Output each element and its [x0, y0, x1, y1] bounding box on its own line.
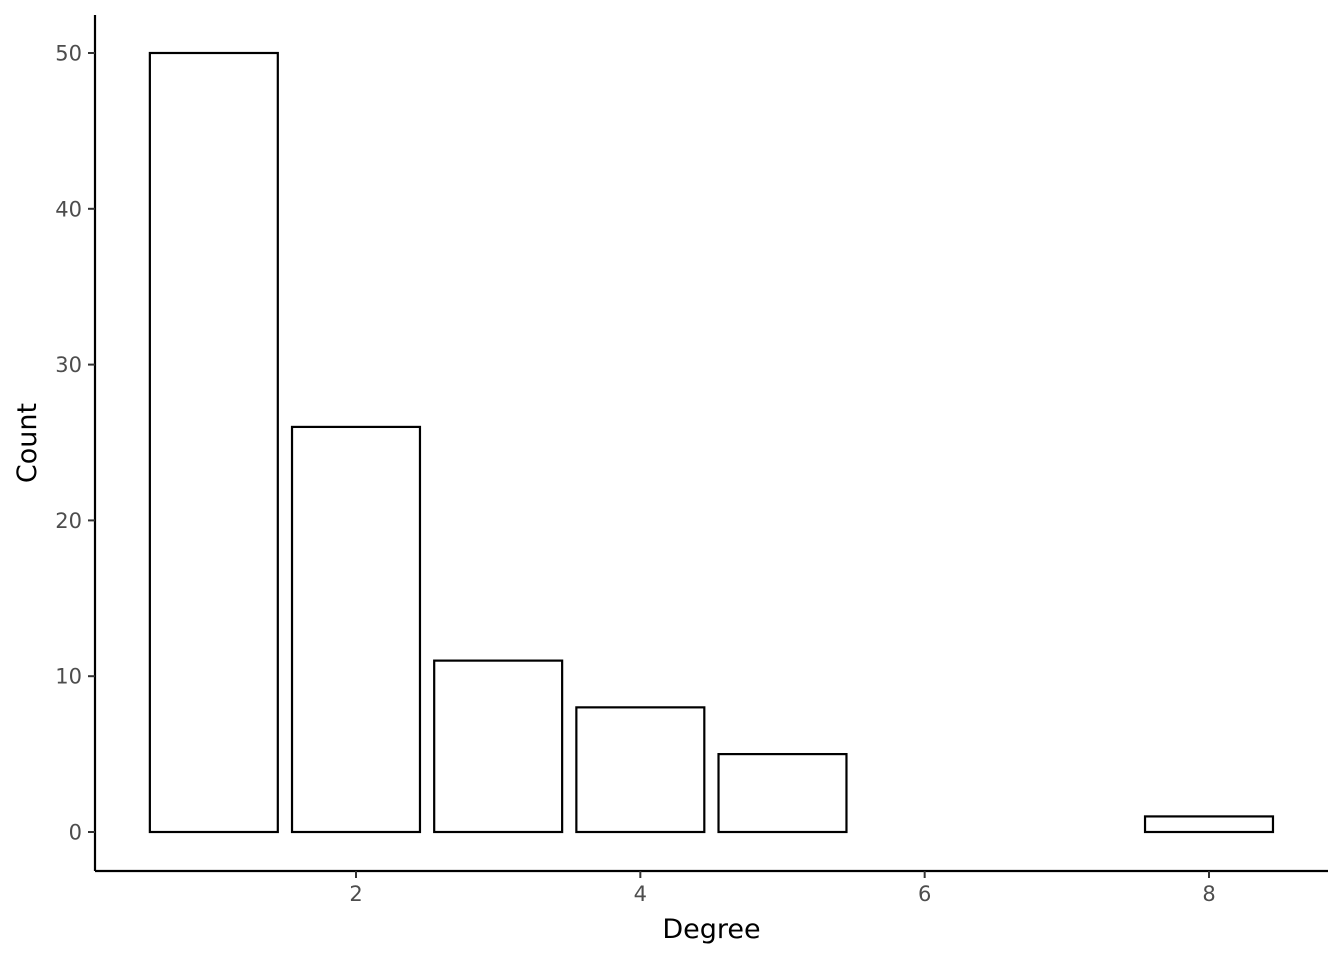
x-tick-label-8: 8	[1202, 882, 1215, 906]
bars-group	[148, 51, 1275, 834]
y-tick-label-10: 10	[55, 665, 82, 689]
y-tick-label-0: 0	[69, 821, 82, 845]
x-tick-label-4: 4	[634, 882, 647, 906]
bar-degree-8	[1143, 815, 1275, 834]
x-tick-label-2: 2	[349, 882, 362, 906]
bar-degree-5	[717, 752, 848, 834]
y-tick-label-30: 30	[55, 353, 82, 377]
y-tick-label-50: 50	[55, 42, 82, 66]
x-tick-label-6: 6	[918, 882, 931, 906]
bar-degree-4	[575, 706, 706, 834]
y-axis-title: Count	[12, 403, 43, 483]
bar-degree-3	[433, 659, 564, 834]
y-tick-label-40: 40	[55, 197, 82, 221]
y-tick-label-20: 20	[55, 509, 82, 533]
x-axis-ticks: 2 4 6 8	[349, 871, 1216, 906]
bar-degree-1	[148, 51, 279, 834]
y-axis-ticks: 0 10 20 30 40 50	[55, 42, 95, 845]
x-axis-title: Degree	[662, 914, 760, 945]
bar-degree-2	[290, 425, 422, 834]
